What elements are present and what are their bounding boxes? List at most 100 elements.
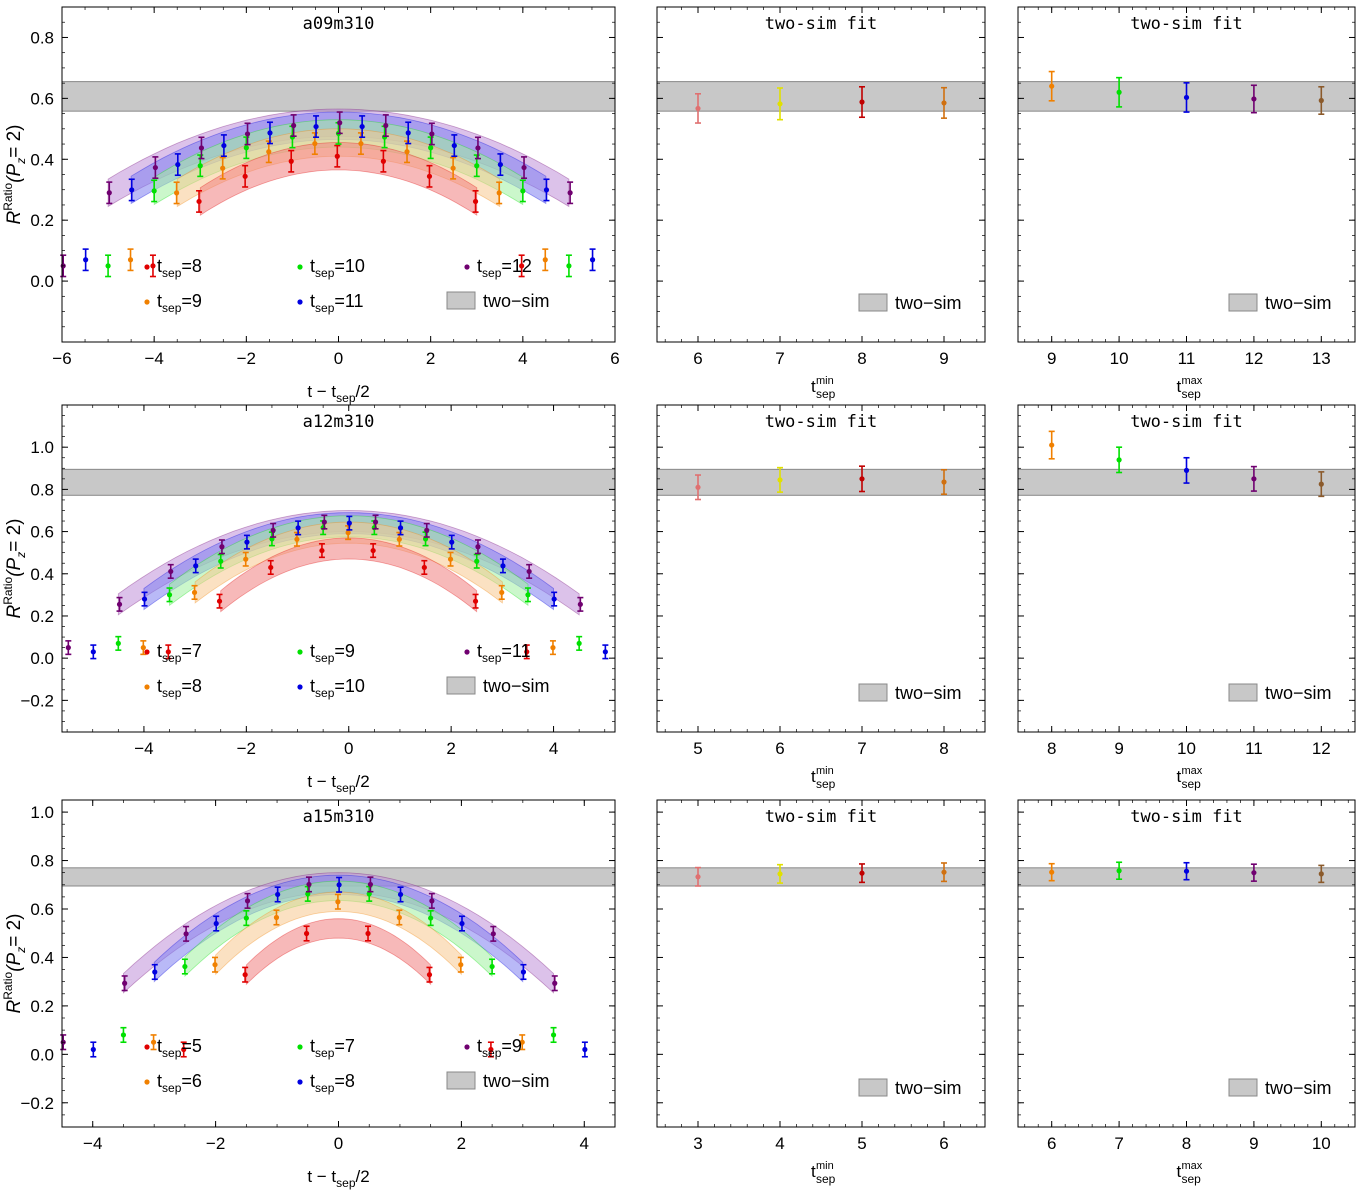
data-point [65,645,71,651]
x-tick-label: 0 [334,1134,343,1153]
point-tsep-7 [427,910,434,927]
y-tick-label-part: 0.2 [30,997,54,1016]
point-tsep-12 [290,114,297,137]
x-axis-label-part: t − t [307,1167,336,1186]
legend-two-sim-label-part: two−sim [895,1078,962,1098]
data-point [1183,467,1190,473]
data-point [141,596,148,602]
point-tsep-8 [472,189,479,213]
x-axis-label-sup-part: max [1182,765,1203,777]
x-tick-label-part: 8 [857,349,866,368]
data-point [488,1046,494,1053]
point-tsep-7 [165,644,172,660]
x-tick-label: 9 [939,349,948,368]
data-point [129,187,135,193]
y-tick-label-part: 1.0 [30,803,54,822]
data-point [152,969,158,975]
data-point [244,131,251,137]
x-axis-label-main-part: t [1177,377,1182,396]
x-tick-label: 11 [1245,739,1263,758]
x-axis-label-sub: sep [816,1172,836,1186]
point-tsep-10 [448,534,455,550]
panel-title: two-sim fit [1130,807,1243,827]
data-point [490,931,496,937]
point-tsep-8 [518,254,525,278]
point-tsep-11 [313,115,320,139]
legend-label-tsep-8-part: sep [162,266,182,280]
data-point [519,1039,525,1045]
fit-point [695,866,701,887]
data-point [459,920,465,927]
x-tick-label-part: 9 [939,349,948,368]
y-axis-label-part: z [14,552,28,559]
data-point [168,568,174,575]
data-point [397,891,404,898]
legend-label-tsep-9-part: t [157,291,162,311]
point-tsep-10 [105,254,112,278]
data-point [566,263,572,269]
x-axis-label-sub: sep [1182,777,1202,791]
point-tsep-9 [450,156,457,180]
x-axis-label-main: t [1177,767,1182,786]
legend-two-sim-label: two−sim [895,293,962,313]
data-point [370,547,376,554]
legend-label-tsep-6-part: t [157,1071,162,1091]
x-tick-label-part: 12 [1244,349,1263,368]
point-tsep-11 [423,522,430,538]
y-axis-label-part: (P [4,952,25,971]
fit-point [1318,471,1325,498]
point-tsep-12 [152,156,159,180]
point-tsep-10 [602,644,609,660]
point-tsep-9 [367,876,374,893]
fit-point [1048,70,1055,102]
data-point [1318,871,1324,877]
data-point [577,601,583,607]
x-axis-label-main-part: t [811,377,816,396]
fit-point [1116,446,1123,474]
data-point [397,525,404,531]
y-tick-label: 1.0 [30,803,54,822]
x-tick-label: 10 [1312,1134,1331,1153]
data-point [152,164,158,171]
data-point [151,188,157,194]
point-tsep-11 [174,153,181,177]
panel-title-part: two-sim fit [1130,807,1243,827]
point-tsep-11 [359,115,366,139]
y-axis-label-part: z [14,947,28,954]
y-tick-label: 0.4 [30,150,54,169]
x-axis-label-sup: min [816,1160,834,1172]
data-point [268,564,274,571]
legend-label-tsep-6-part: =6 [181,1071,202,1091]
point-tsep-6 [150,1034,157,1051]
data-point [182,963,188,970]
y-axis-label-part: Ratio [1,971,15,999]
point-tsep-10 [243,534,250,550]
legend-label-tsep-10: tsep=10 [310,256,365,280]
legend-two-sim-swatch [1228,293,1258,312]
data-point [521,164,527,171]
point-tsep-5 [487,1041,494,1058]
data-point [380,158,386,164]
panel-title: two-sim fit [765,807,878,827]
point-tsep-10 [90,644,97,660]
y-tick-label-part: 0.8 [30,28,54,47]
legend-label-tsep-11: tsep=11 [477,641,531,665]
x-tick-label: 6 [693,349,702,368]
point-tsep-12 [198,136,205,160]
y-tick-label: 0.0 [30,272,54,291]
legend-two-sim-swatch [446,291,476,310]
y-tick-label-part: 0.0 [30,649,54,668]
point-tsep-9 [183,925,190,942]
y-axis-label-part: z [14,158,28,165]
legend-marker-tsep-9 [144,299,150,305]
data-point [421,564,427,571]
x-axis-label: t − tsep/2 [307,382,369,405]
y-tick-label: 0.4 [30,948,54,967]
y-tick-label-part: 0.4 [30,565,54,584]
data-point [1318,481,1324,487]
panel-title-part: a15m310 [303,807,375,827]
data-point [197,163,203,169]
fit-point [777,466,783,493]
